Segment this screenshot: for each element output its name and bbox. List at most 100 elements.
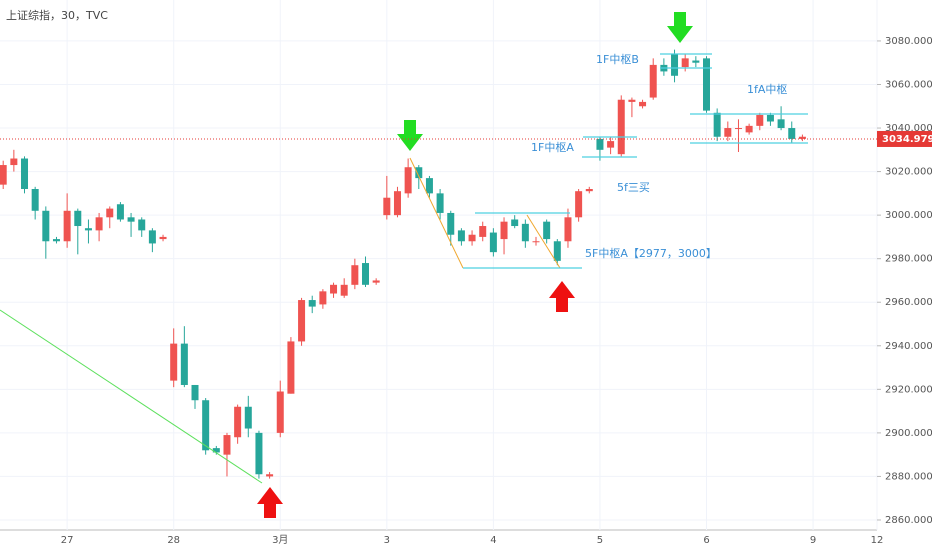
x-tick-label: 28 bbox=[167, 535, 180, 546]
candle-body bbox=[95, 217, 103, 231]
y-tick-label: 2900.000 bbox=[885, 428, 932, 439]
candle-body bbox=[170, 343, 178, 381]
candle-body bbox=[511, 219, 519, 227]
annotation: 5F中枢A【2977，3000】 bbox=[585, 246, 717, 260]
candle-body bbox=[798, 136, 806, 139]
candle-body bbox=[191, 384, 199, 401]
candle-body bbox=[564, 217, 572, 242]
candle-body bbox=[756, 114, 764, 126]
candle-body bbox=[362, 263, 370, 285]
candle-body bbox=[489, 232, 497, 253]
trend-line bbox=[0, 309, 263, 484]
down-arrow bbox=[667, 12, 693, 43]
x-tick-label: 3月 bbox=[272, 534, 288, 546]
candle-body bbox=[703, 58, 711, 111]
trend-line bbox=[409, 157, 464, 269]
candle-body bbox=[671, 54, 679, 76]
candle-body bbox=[340, 284, 348, 296]
y-tick-label: 3020.000 bbox=[885, 167, 932, 178]
candle-body bbox=[596, 138, 604, 150]
y-tick-label: 2920.000 bbox=[885, 384, 932, 395]
candle-body bbox=[713, 112, 721, 137]
candle-body bbox=[553, 241, 561, 261]
candle-body bbox=[159, 236, 167, 240]
candle-body bbox=[649, 64, 657, 98]
candle-body bbox=[138, 219, 146, 231]
annotation: 1F中枢A bbox=[531, 140, 574, 154]
x-tick-label: 9 bbox=[810, 535, 816, 546]
last-price-label: 3034.979 bbox=[882, 134, 932, 145]
candle-body bbox=[202, 400, 210, 451]
candle-body bbox=[734, 128, 742, 130]
candle-body bbox=[692, 60, 700, 63]
candle-body bbox=[532, 241, 540, 243]
y-tick-label: 3080.000 bbox=[885, 36, 932, 47]
candle-body bbox=[479, 226, 487, 237]
candle-body bbox=[74, 210, 82, 227]
x-tick-label: 27 bbox=[61, 535, 74, 546]
candle-body bbox=[745, 125, 753, 133]
price-axis-bg bbox=[877, 0, 932, 550]
y-tick-label: 2980.000 bbox=[885, 254, 932, 265]
candle-body bbox=[298, 300, 306, 342]
candle-body bbox=[607, 141, 615, 148]
candle-body bbox=[244, 406, 252, 429]
y-tick-label: 2860.000 bbox=[885, 515, 932, 526]
candle-body bbox=[255, 432, 263, 475]
candle-body bbox=[308, 300, 316, 307]
y-tick-label: 3060.000 bbox=[885, 79, 932, 90]
candle-body bbox=[788, 128, 796, 139]
candle-body bbox=[404, 167, 412, 194]
candle-body bbox=[116, 204, 124, 220]
candle-body bbox=[223, 435, 231, 455]
y-tick-label: 3000.000 bbox=[885, 210, 932, 221]
x-tick-label: 12 bbox=[871, 535, 884, 546]
candle-body bbox=[84, 228, 92, 231]
candle-body bbox=[425, 178, 433, 194]
y-tick-label: 2960.000 bbox=[885, 297, 932, 308]
up-arrow bbox=[257, 487, 283, 518]
y-tick-label: 3040.000 bbox=[885, 123, 932, 134]
candle-body bbox=[457, 230, 465, 242]
candle-body bbox=[628, 99, 636, 102]
candle-body bbox=[180, 343, 188, 385]
candle-body bbox=[415, 167, 423, 179]
candle-body bbox=[575, 191, 583, 218]
annotation: 1fA中枢 bbox=[747, 82, 787, 96]
candle-body bbox=[0, 165, 7, 185]
chart-title: 上证综指，30，TVC bbox=[6, 8, 108, 22]
candle-body bbox=[777, 119, 785, 129]
candle-body bbox=[127, 217, 135, 222]
annotation: 5f三买 bbox=[617, 181, 650, 194]
candle-body bbox=[468, 234, 476, 242]
candle-body bbox=[42, 210, 50, 242]
candle-body bbox=[383, 197, 391, 216]
candle-body bbox=[521, 223, 529, 242]
candle-body bbox=[330, 284, 338, 294]
candle-body bbox=[639, 101, 647, 107]
x-tick-label: 3 bbox=[384, 535, 390, 546]
candle-body bbox=[372, 280, 380, 283]
candle-body bbox=[585, 189, 593, 192]
trend-line bbox=[526, 214, 561, 269]
candle-body bbox=[31, 189, 39, 211]
candle-body bbox=[148, 230, 156, 244]
up-arrow bbox=[549, 281, 575, 312]
candle-body bbox=[393, 191, 401, 216]
x-tick-label: 6 bbox=[703, 535, 709, 546]
last-price-box bbox=[877, 130, 932, 147]
y-tick-label: 2940.000 bbox=[885, 341, 932, 352]
candle-body bbox=[287, 341, 295, 394]
candle-body bbox=[212, 448, 220, 453]
candle-body bbox=[447, 212, 455, 235]
candle-body bbox=[436, 193, 444, 213]
y-tick-label: 2880.000 bbox=[885, 471, 932, 482]
candle-body bbox=[766, 114, 774, 122]
candle-body bbox=[724, 128, 732, 137]
candle-body bbox=[234, 406, 242, 438]
candle-body bbox=[63, 210, 71, 242]
candle-body bbox=[276, 391, 284, 433]
candle-body bbox=[52, 239, 60, 242]
candle-body bbox=[106, 208, 114, 218]
